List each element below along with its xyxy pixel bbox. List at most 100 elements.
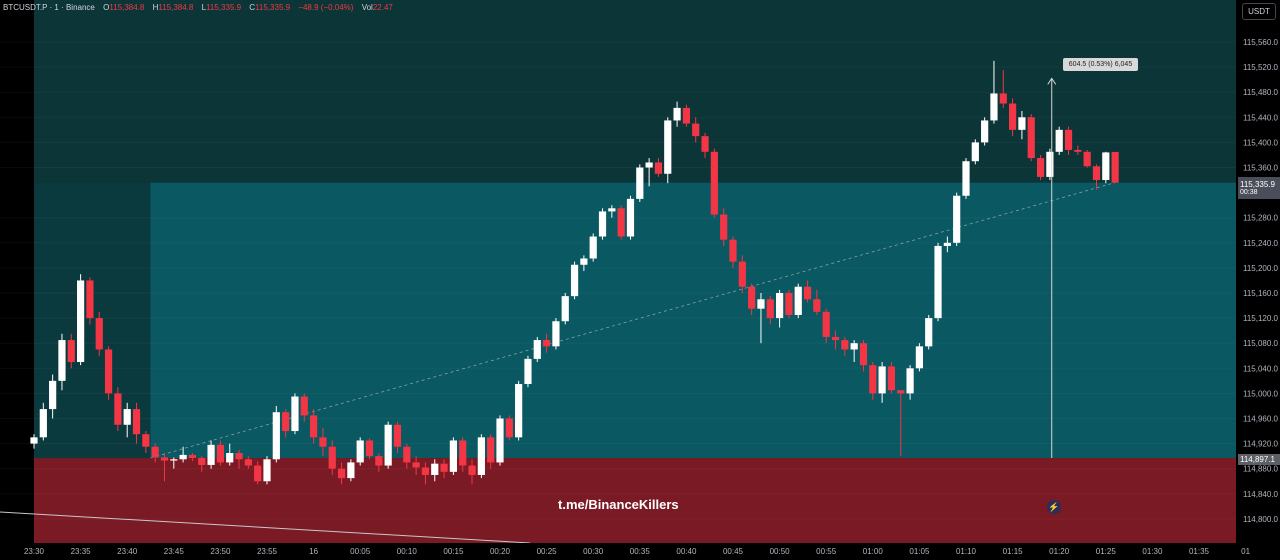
candle-body bbox=[132, 409, 141, 435]
candle bbox=[822, 308, 830, 344]
candle-body bbox=[794, 286, 802, 315]
candle bbox=[570, 261, 579, 300]
candle bbox=[533, 336, 541, 363]
price-tick-label: 115,080.0 bbox=[1243, 339, 1279, 348]
candle-body bbox=[477, 437, 485, 475]
candle bbox=[934, 242, 942, 322]
candle-body bbox=[49, 380, 57, 410]
candle-body bbox=[449, 440, 457, 472]
channel-watermark: t.me/BinanceKillers bbox=[558, 497, 679, 512]
candle bbox=[869, 362, 877, 400]
candle-body bbox=[598, 211, 607, 237]
price-tick-label: 115,440.0 bbox=[1243, 113, 1279, 122]
candle-body bbox=[729, 239, 737, 262]
candle bbox=[515, 380, 523, 441]
candle bbox=[310, 409, 318, 444]
candle bbox=[757, 293, 765, 344]
candle bbox=[617, 205, 625, 240]
candle bbox=[263, 456, 271, 485]
candle-countdown: 00:38 bbox=[1240, 189, 1258, 196]
price-axis: 115,560.0 115,520.0 115,480.0 115,440.0 115,… bbox=[1236, 0, 1280, 560]
lightning-icon[interactable]: ⚡ bbox=[1047, 500, 1061, 514]
candle-body bbox=[244, 459, 252, 466]
candle bbox=[1102, 151, 1110, 184]
candle bbox=[95, 311, 103, 356]
candle bbox=[943, 236, 951, 253]
candle bbox=[776, 289, 784, 328]
price-tick-label: 114,960.0 bbox=[1243, 415, 1279, 424]
candle bbox=[496, 415, 504, 466]
candle bbox=[67, 333, 75, 369]
candle-body bbox=[831, 336, 840, 341]
price-tick-label: 115,480.0 bbox=[1243, 88, 1279, 97]
candle-body bbox=[803, 286, 812, 300]
candle bbox=[1036, 154, 1045, 181]
time-tick-label: 00:55 bbox=[816, 547, 837, 556]
price-tick-label: 115,120.0 bbox=[1243, 314, 1279, 323]
candle-body bbox=[207, 444, 215, 465]
time-tick-label: 23:40 bbox=[117, 547, 138, 556]
candle-body bbox=[664, 120, 672, 174]
time-tick-label: 01 bbox=[1241, 547, 1250, 556]
candle bbox=[254, 461, 262, 485]
price-tick-label: 115,000.0 bbox=[1243, 389, 1279, 398]
candle-body bbox=[654, 162, 663, 174]
currency-button[interactable]: USDT bbox=[1242, 3, 1276, 20]
time-tick-label: 00:15 bbox=[443, 547, 464, 556]
candle bbox=[766, 296, 774, 325]
candle-body bbox=[1036, 158, 1045, 177]
candle-body bbox=[1092, 166, 1101, 181]
time-tick-label: 23:45 bbox=[164, 547, 185, 556]
candle bbox=[384, 421, 392, 469]
candle-body bbox=[505, 418, 513, 438]
candle bbox=[468, 459, 476, 485]
candle-body bbox=[943, 242, 951, 246]
candle-body bbox=[1074, 149, 1082, 152]
candle-body bbox=[561, 296, 569, 322]
candle-body bbox=[813, 299, 821, 312]
candle bbox=[244, 456, 252, 469]
price-tick-label: 114,880.0 bbox=[1243, 465, 1279, 474]
price-range-measure bbox=[1047, 77, 1057, 459]
candle-body bbox=[673, 107, 681, 121]
time-tick-label: 23:35 bbox=[71, 547, 92, 556]
candle bbox=[375, 453, 383, 472]
candle bbox=[729, 236, 737, 268]
candle bbox=[645, 158, 653, 187]
close-value: 115,335.9 bbox=[255, 3, 291, 12]
price-tick-label: 115,280.0 bbox=[1243, 214, 1279, 223]
grid-lines bbox=[0, 41, 1236, 520]
candle-body bbox=[179, 454, 187, 460]
entry-price-value: 114,897.1 bbox=[1240, 455, 1275, 464]
candle-body bbox=[682, 107, 690, 124]
candle bbox=[1018, 111, 1026, 140]
candle-body bbox=[1102, 152, 1110, 181]
candle bbox=[990, 60, 998, 124]
candle-body bbox=[543, 340, 551, 347]
candle-body bbox=[589, 236, 597, 259]
candle bbox=[673, 101, 681, 127]
candle-body bbox=[1018, 117, 1026, 130]
candle bbox=[1064, 126, 1073, 155]
time-tick-label: 23:50 bbox=[210, 547, 231, 556]
candle bbox=[561, 293, 569, 325]
candle-body bbox=[291, 396, 299, 432]
candle-body bbox=[170, 459, 178, 461]
candle-body bbox=[356, 440, 364, 463]
candle-body bbox=[77, 280, 85, 363]
candle bbox=[654, 158, 663, 177]
high-label: H bbox=[152, 3, 159, 12]
time-tick-label: 00:35 bbox=[630, 547, 651, 556]
candle bbox=[272, 405, 280, 463]
candle bbox=[925, 314, 933, 350]
time-tick-label: 00:30 bbox=[583, 547, 604, 556]
candle bbox=[459, 437, 467, 472]
candle bbox=[710, 148, 718, 218]
price-tick-label: 115,520.0 bbox=[1243, 63, 1279, 72]
symbol-name[interactable]: BTCUSDT.P · 1 · Binance bbox=[3, 3, 95, 12]
candle-body bbox=[496, 418, 504, 463]
profit-target-zone bbox=[150, 182, 1236, 459]
candle-body bbox=[328, 446, 336, 469]
candle-body bbox=[580, 258, 588, 265]
